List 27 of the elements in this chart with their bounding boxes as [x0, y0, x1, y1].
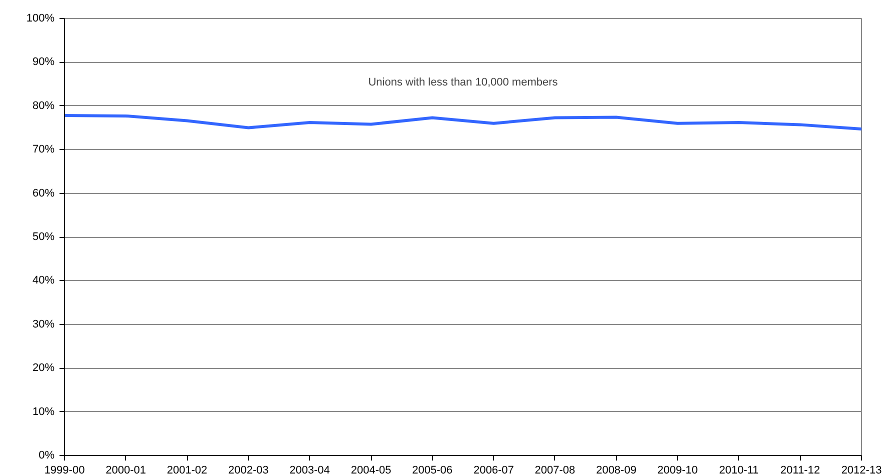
x-tick-label: 2008-09	[596, 464, 636, 476]
x-tick-label: 2004-05	[350, 464, 392, 476]
x-tick-label: 2001-02	[166, 464, 208, 476]
x-tick-label: 2011-12	[780, 464, 820, 476]
y-tick-label: 100%	[26, 12, 55, 24]
y-tick-label: 10%	[32, 406, 55, 418]
x-tick-label: 2007-08	[534, 464, 576, 476]
x-tick-label: 2012-13	[841, 464, 882, 476]
y-tick-label: 70%	[32, 144, 55, 156]
x-tick-label: 2000-01	[106, 464, 146, 476]
y-tick-label: 0%	[38, 450, 55, 462]
line-series	[64, 114, 862, 131]
x-tick-label: 2002-03	[228, 464, 269, 476]
y-tick-label: 30%	[32, 318, 55, 330]
x-tick-label: 2005-06	[412, 464, 453, 476]
y-tick-label: 50%	[32, 231, 55, 243]
x-tick-label: 2010-11	[719, 464, 759, 476]
y-tick-label: 90%	[32, 56, 55, 68]
y-tick-label: 60%	[32, 187, 55, 200]
y-tick-label: 40%	[32, 274, 55, 287]
x-tick-label: 2006-07	[473, 464, 514, 476]
annotation: Unions with less than 10,000 members	[368, 76, 558, 88]
y-tick-label: 20%	[32, 362, 55, 374]
x-tick-label: 2003-04	[290, 464, 330, 476]
y-tick-label: 80%	[32, 100, 55, 112]
x-tick-label: 2009-10	[657, 464, 698, 476]
x-tick-label: 1999-00	[44, 464, 85, 476]
